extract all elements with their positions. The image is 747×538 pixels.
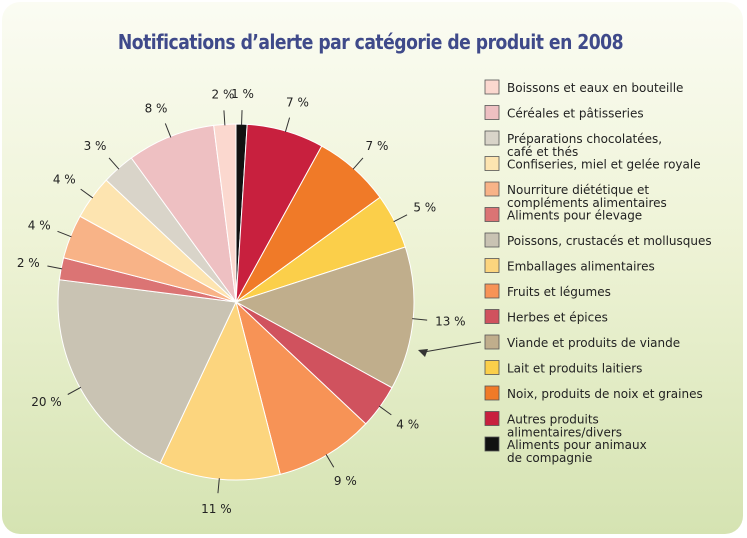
legend-swatch bbox=[484, 360, 500, 375]
legend-item-viande-et-produits-de-viande: Viande et produits de viande bbox=[484, 334, 680, 350]
legend-swatch bbox=[484, 232, 500, 248]
slice-label-fruits-et-legumes: 9 % bbox=[334, 474, 357, 488]
slice-label-herbes-et-epices: 4 % bbox=[396, 417, 419, 431]
leader-line bbox=[47, 265, 63, 270]
legend-swatch bbox=[484, 283, 500, 299]
legend-swatch bbox=[484, 411, 500, 426]
leader-line bbox=[67, 386, 82, 395]
leader-line bbox=[108, 157, 120, 170]
slice-label-cereales-et-patisseries: 8 % bbox=[145, 102, 168, 116]
slice-label-confiseries-miel-et-gelee-royale: 4 % bbox=[53, 173, 76, 187]
slice-label-boissons-et-eaux-en-bouteille: 2 % bbox=[212, 87, 235, 101]
legend-label: Aliments pour animaux de compagnie bbox=[507, 438, 647, 465]
arrow-head-icon bbox=[418, 349, 428, 357]
leader-line bbox=[164, 123, 172, 138]
leader-line bbox=[393, 214, 408, 223]
legend-swatch bbox=[484, 130, 500, 146]
leader-line bbox=[378, 405, 392, 416]
legend-item-nourriture-dietetique-et-complements-alimentaires: Nourriture diététique et compléments alim… bbox=[484, 181, 667, 210]
slice-label-poissons-crustaces-et-mollusques: 20 % bbox=[31, 395, 62, 409]
legend-label: Boissons et eaux en bouteille bbox=[507, 81, 683, 95]
legend-item-boissons-et-eaux-en-bouteille: Boissons et eaux en bouteille bbox=[484, 79, 683, 95]
leader-line bbox=[217, 478, 220, 494]
slice-label-autres-produits-alimentaires-divers: 7 % bbox=[286, 95, 309, 109]
slice-label-aliments-pour-elevage: 2 % bbox=[17, 256, 40, 270]
leader-line bbox=[352, 157, 364, 170]
slice-label-emballages-alimentaires: 11 % bbox=[201, 502, 232, 516]
legend-label: Céréales et pâtisseries bbox=[507, 107, 644, 121]
legend-label: Viande et produits de viande bbox=[507, 336, 680, 350]
leader-line bbox=[325, 454, 335, 468]
legend-item-preparations-chocolatees-cafe-et-thes: Préparations chocolatées, café et thés bbox=[484, 130, 662, 159]
legend-label: Poissons, crustacés et mollusques bbox=[507, 234, 712, 248]
legend-item-emballages-alimentaires: Emballages alimentaires bbox=[484, 258, 655, 274]
legend-item-herbes-et-epices: Herbes et épices bbox=[484, 309, 608, 325]
leader-line bbox=[284, 117, 291, 133]
legend-swatch bbox=[484, 79, 500, 95]
legend-swatch bbox=[484, 258, 500, 273]
leader-line bbox=[80, 188, 94, 199]
slice-label-nourriture-dietetique-et-complements-alimentaires: 4 % bbox=[28, 218, 51, 232]
chart-title: Notifications d’alerte par catégorie de … bbox=[117, 30, 624, 54]
legend-label: Fruits et légumes bbox=[507, 285, 611, 299]
legend-item-confiseries-miel-et-gelee-royale: Confiseries, miel et gelée royale bbox=[484, 156, 701, 172]
legend-item-autres-produits-alimentaires-divers: Autres produits alimentaires/divers bbox=[484, 411, 622, 440]
legend-label: Confiseries, miel et gelée royale bbox=[507, 158, 701, 172]
legend-arrow-line bbox=[423, 341, 482, 353]
legend-item-cereales-et-patisseries: Céréales et pâtisseries bbox=[484, 105, 644, 121]
legend-swatch bbox=[484, 436, 500, 452]
legend-item-poissons-crustaces-et-mollusques: Poissons, crustacés et mollusques bbox=[484, 232, 712, 248]
legend-label: Aliments pour élevage bbox=[507, 209, 642, 223]
legend-label: Préparations chocolatées, café et thés bbox=[507, 132, 662, 159]
legend-swatch bbox=[484, 105, 500, 120]
slice-label-preparations-chocolatees-cafe-et-thes: 3 % bbox=[84, 139, 107, 153]
leader-line bbox=[412, 318, 428, 321]
legend-label: Emballages alimentaires bbox=[507, 260, 655, 274]
legend-swatch bbox=[484, 156, 500, 171]
slice-label-noix-produits-de-noix-et-graines: 7 % bbox=[366, 139, 389, 153]
legend-item-aliments-pour-elevage: Aliments pour élevage bbox=[484, 207, 642, 223]
legend-swatch bbox=[484, 385, 500, 401]
legend-label: Herbes et épices bbox=[507, 311, 608, 325]
slice-label-lait-et-produits-laitiers: 5 % bbox=[413, 201, 436, 215]
legend-swatch bbox=[484, 181, 500, 197]
slice-label-aliments-pour-animaux-de-compagnie: 1 % bbox=[231, 87, 254, 101]
leader-line bbox=[223, 110, 226, 126]
legend-swatch bbox=[484, 309, 500, 324]
legend-item-aliments-pour-animaux-de-compagnie: Aliments pour animaux de compagnie bbox=[484, 436, 647, 465]
legend-swatch bbox=[484, 207, 500, 222]
legend-swatch bbox=[484, 334, 500, 350]
legend-label: Lait et produits laitiers bbox=[507, 362, 642, 376]
legend-item-lait-et-produits-laitiers: Lait et produits laitiers bbox=[484, 360, 642, 376]
slice-label-viande-et-produits-de-viande: 13 % bbox=[435, 315, 466, 329]
leader-line bbox=[57, 230, 72, 238]
legend-item-noix-produits-de-noix-et-graines: Noix, produits de noix et graines bbox=[484, 385, 703, 401]
legend-label: Noix, produits de noix et graines bbox=[507, 387, 703, 401]
legend-label: Nourriture diététique et compléments alim… bbox=[507, 183, 667, 210]
legend-item-fruits-et-legumes: Fruits et légumes bbox=[484, 283, 611, 299]
legend-label: Autres produits alimentaires/divers bbox=[507, 413, 622, 440]
